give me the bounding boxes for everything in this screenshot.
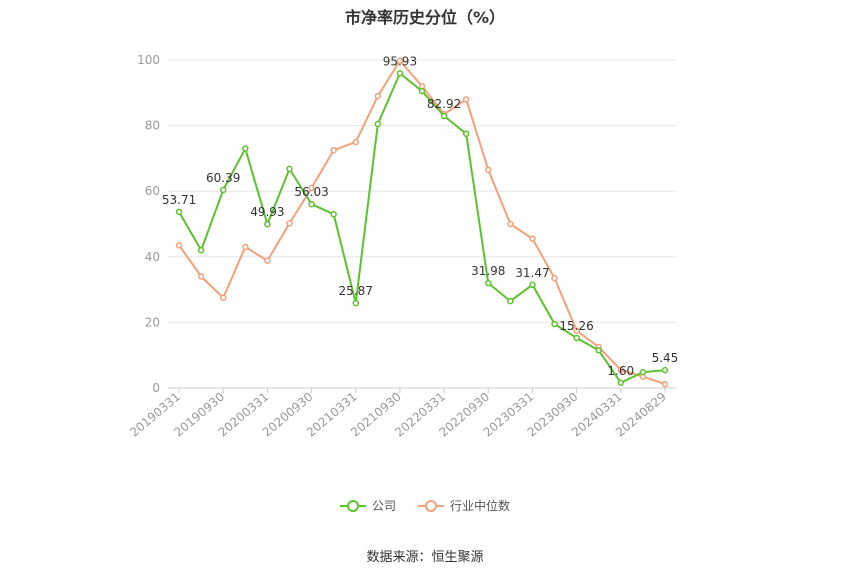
data-point-0 — [485, 279, 492, 287]
chart-legend: 公司 行业中位数 — [0, 497, 850, 514]
data-point-1 — [617, 366, 625, 374]
legend-item-industry-median[interactable]: 行业中位数 — [418, 497, 510, 514]
data-point-0 — [396, 70, 404, 77]
data-point-0 — [175, 208, 183, 216]
series-line-0 — [178, 72, 666, 384]
data-point-1 — [661, 380, 669, 388]
legend-label-company: 公司 — [371, 499, 396, 513]
data-point-0 — [264, 220, 271, 228]
data-label: 60.39 — [206, 171, 240, 185]
data-point-0 — [308, 200, 315, 208]
data-point-0 — [418, 87, 426, 95]
data-label: 25.87 — [339, 284, 373, 298]
data-point-0 — [374, 120, 382, 128]
data-label: 82.92 — [427, 97, 461, 111]
data-point-0 — [639, 369, 647, 376]
data-point-1 — [352, 138, 359, 146]
data-label: 31.98 — [471, 264, 505, 278]
y-tick-label: 20 — [145, 315, 160, 329]
y-tick-label: 80 — [145, 119, 160, 133]
data-point-0 — [529, 281, 536, 289]
data-label: 53.71 — [162, 193, 196, 207]
data-point-1 — [286, 220, 293, 227]
data-point-0 — [507, 297, 514, 305]
data-point-0 — [595, 347, 602, 354]
data-point-1 — [485, 166, 492, 174]
data-label: 56.03 — [294, 185, 328, 199]
y-tick-label: 0 — [152, 381, 160, 395]
legend-swatch-industry-median — [418, 499, 444, 512]
data-label: 15.26 — [559, 319, 593, 333]
data-point-1 — [507, 220, 514, 228]
data-point-0 — [197, 246, 205, 254]
data-point-1 — [396, 57, 404, 64]
data-point-1 — [551, 274, 558, 282]
legend-item-company[interactable]: 公司 — [339, 497, 396, 514]
chart-title: 市净率历史分位（%） — [344, 8, 506, 27]
line-chart: 0204060801002019033120190930202003312020… — [127, 53, 679, 440]
data-point-0 — [551, 320, 558, 328]
series-line-1 — [178, 59, 666, 386]
data-point-1 — [219, 294, 227, 302]
data-label: 31.47 — [515, 266, 549, 280]
data-point-1 — [242, 243, 249, 251]
data-point-0 — [661, 366, 669, 374]
data-point-1 — [330, 146, 337, 154]
data-point-1 — [175, 242, 183, 249]
data-point-1 — [264, 257, 271, 264]
data-point-1 — [462, 96, 470, 103]
data-point-0 — [242, 145, 249, 152]
data-point-1 — [197, 273, 205, 280]
data-source: 数据来源：恒生聚源 — [366, 550, 484, 565]
data-point-0 — [219, 186, 227, 194]
data-point-0 — [286, 165, 293, 173]
data-point-0 — [352, 299, 359, 307]
data-point-0 — [440, 112, 448, 120]
data-point-1 — [374, 92, 382, 100]
y-tick-label: 40 — [145, 250, 160, 264]
data-point-1 — [308, 184, 315, 192]
y-tick-label: 60 — [145, 184, 160, 198]
data-point-1 — [529, 235, 536, 243]
data-point-0 — [617, 379, 625, 387]
legend-label-industry-median: 行业中位数 — [450, 499, 511, 513]
legend-swatch-company — [339, 499, 366, 512]
data-point-0 — [573, 334, 580, 342]
data-point-0 — [330, 210, 337, 218]
data-point-0 — [462, 130, 470, 138]
data-label: 1.60 — [607, 364, 634, 378]
data-point-1 — [573, 327, 580, 334]
y-tick-label: 100 — [137, 53, 160, 67]
data-label: 5.45 — [652, 351, 679, 365]
data-label: 95.93 — [383, 54, 417, 68]
data-label: 49.93 — [250, 205, 284, 219]
